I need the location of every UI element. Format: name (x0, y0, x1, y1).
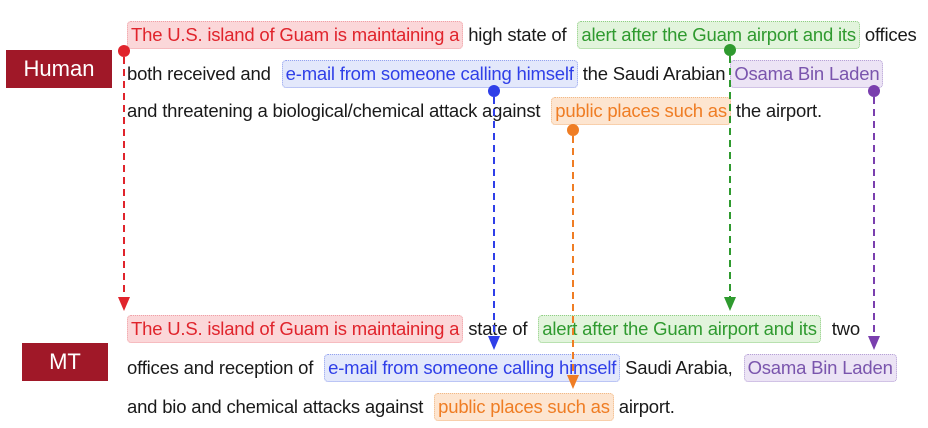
mt-text: offices and reception of (127, 357, 314, 378)
arrow-green-start (724, 44, 736, 56)
mt-segment-red: The U.S. island of Guam is maintaining a (127, 315, 464, 343)
human-text: the airport. (735, 100, 822, 121)
mt-text: airport. (618, 396, 675, 417)
human-text: offices (864, 24, 917, 45)
human-text: the Saudi Arabian (582, 63, 726, 84)
arrow-orange (567, 124, 579, 389)
arrow-green (724, 44, 736, 311)
mt-text: Saudi Arabia, (625, 357, 733, 378)
arrow-green-head (724, 297, 736, 311)
mt-label: MT (22, 343, 108, 381)
human-segment-orange: public places such as (551, 97, 731, 125)
arrow-orange-head (567, 375, 579, 389)
arrow-red (118, 45, 130, 311)
human-segment-green: alert after the Guam airport and its (577, 21, 860, 49)
human-text: high state of (468, 24, 567, 45)
mt-label-text: MT (49, 349, 81, 374)
human-text: and threatening a biological/chemical at… (127, 100, 541, 121)
arrow-red-start (118, 45, 130, 57)
mt-line-3: and bio and chemical attacks against pub… (127, 392, 675, 422)
human-segment-red: The U.S. island of Guam is maintaining a (127, 21, 464, 49)
mt-line-1: The U.S. island of Guam is maintaining a… (127, 314, 860, 344)
mt-line-2: offices and reception of e-mail from som… (127, 353, 897, 383)
arrow-blue (488, 85, 500, 350)
arrow-purple (868, 85, 880, 350)
arrow-blue-head (488, 336, 500, 350)
arrow-orange-start (567, 124, 579, 136)
mt-text: two (831, 318, 860, 339)
arrow-blue-start (488, 85, 500, 97)
mt-text: state of (468, 318, 528, 339)
human-label-text: Human (23, 56, 95, 81)
human-line-1: The U.S. island of Guam is maintaining a… (127, 20, 917, 50)
mt-segment-purple: Osama Bin Laden (743, 354, 897, 382)
human-text: both received and (127, 63, 271, 84)
human-line-2: both received and e-mail from someone ca… (127, 59, 884, 89)
mt-text: and bio and chemical attacks against (127, 396, 424, 417)
human-label: Human (6, 50, 112, 88)
human-segment-blue: e-mail from someone calling himself (281, 60, 578, 88)
arrow-red-head (118, 297, 130, 311)
mt-segment-green: alert after the Guam airport and its (538, 315, 821, 343)
arrow-purple-head (868, 336, 880, 350)
human-line-3: and threatening a biological/chemical at… (127, 96, 822, 126)
arrow-purple-start (868, 85, 880, 97)
human-segment-purple: Osama Bin Laden (730, 60, 884, 88)
mt-segment-orange: public places such as (434, 393, 614, 421)
